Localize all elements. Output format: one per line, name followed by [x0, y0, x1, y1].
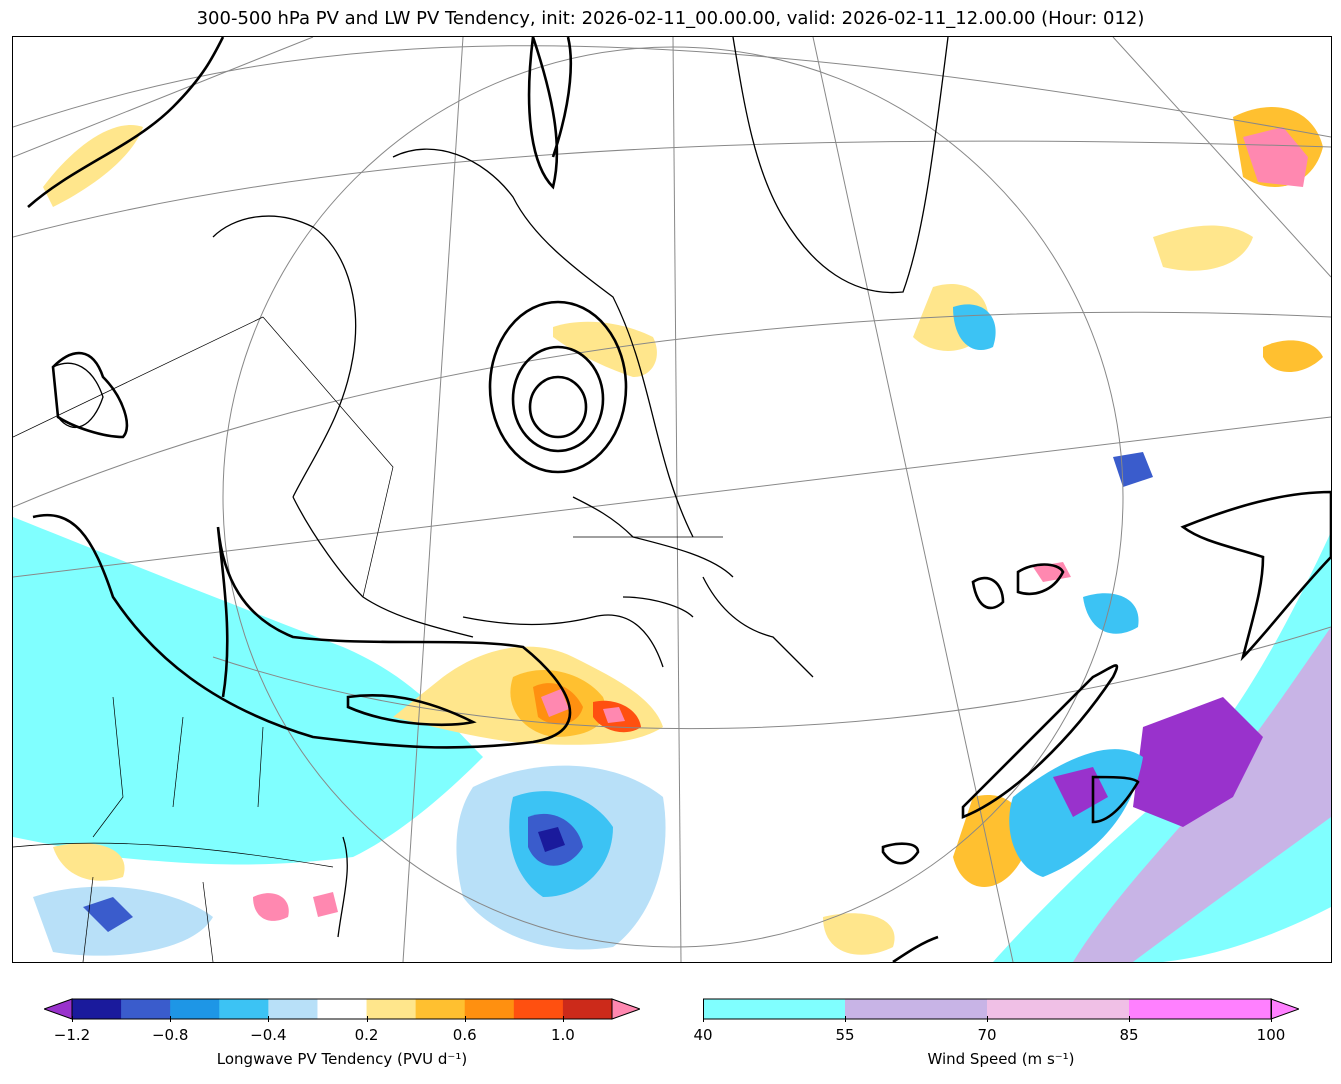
figure-title: 300-500 hPa PV and LW PV Tendency, init:…: [196, 8, 1145, 29]
wind-over-extension: [1270, 998, 1299, 1020]
pv-tick-label: 0.6: [452, 1026, 477, 1044]
wind-tick-label: 70: [977, 1026, 997, 1044]
wind-speed-colorbar: [703, 998, 1299, 1020]
map-panel: [12, 36, 1332, 963]
pv-tick-mark: [170, 1016, 172, 1022]
pv-tick-mark: [268, 1016, 270, 1022]
wind-tick-mark: [845, 1016, 846, 1022]
pv-colorbar-bin: [72, 999, 122, 1019]
pv-colorbar-bin: [415, 999, 466, 1019]
wind-tick-mark: [703, 1016, 704, 1022]
wind-tick-label: 85: [1119, 1026, 1139, 1044]
pv-tendency-colorbar-label: Longwave PV Tendency (PVU d⁻¹): [216, 1050, 468, 1068]
wind-tick-mark: [1271, 1016, 1272, 1022]
wind-tick-mark: [1129, 1016, 1130, 1022]
pv-tendency-colorbar: [44, 998, 640, 1020]
wind-speed-shading: [13, 517, 1331, 962]
pv-tick-label: −0.4: [250, 1026, 287, 1044]
wind-colorbar-bin: [703, 999, 846, 1019]
wind-tick-label: 40: [693, 1026, 713, 1044]
map-canvas: [13, 37, 1331, 962]
political-borders: [13, 316, 723, 962]
wind-tick-label: 100: [1256, 1026, 1286, 1044]
pv-over-extension: [611, 998, 640, 1020]
wind-colorbar-bin: [845, 999, 988, 1019]
pv-colorbar-bin: [513, 999, 564, 1019]
pv-colorbar-bin: [219, 999, 269, 1019]
pv-colorbar-bin: [317, 999, 368, 1019]
pv-under-extension: [44, 998, 73, 1020]
pv-colorbar-bin: [562, 999, 613, 1019]
pv-tick-label: −0.8: [151, 1026, 189, 1044]
pv-tick-label: 0.2: [354, 1026, 379, 1044]
pv-tick-mark: [464, 1016, 466, 1022]
wind-tick-mark: [987, 1016, 988, 1022]
pv-tick-label: −1.2: [53, 1026, 91, 1044]
pv-colorbar-bin: [366, 999, 417, 1019]
pv-tick-label: 1.0: [550, 1026, 575, 1044]
wind-colorbar-bin: [987, 999, 1130, 1019]
wind-colorbar-bin: [1129, 999, 1272, 1019]
pv-colorbar-bin: [464, 999, 515, 1019]
pv-tendency-negative: [33, 304, 1153, 956]
wind-tick-label: 55: [835, 1026, 855, 1044]
pv-colorbar-bin: [121, 999, 171, 1019]
pv-colorbar-bin: [170, 999, 220, 1019]
pv-tick-mark: [366, 1016, 368, 1022]
wind-speed-colorbar-label: Wind Speed (m s⁻¹): [927, 1050, 1075, 1068]
pv-tick-mark: [562, 1016, 564, 1022]
pv-tick-mark: [72, 1016, 73, 1022]
pv-colorbar-bin: [268, 999, 318, 1019]
pv-contours: [27, 37, 1331, 962]
